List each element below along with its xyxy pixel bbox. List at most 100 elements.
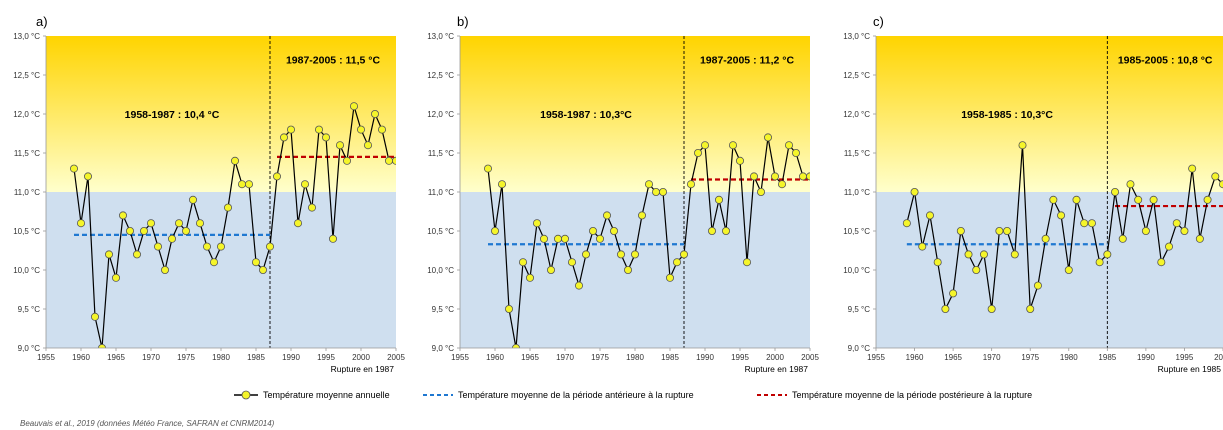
data-point xyxy=(356,125,365,134)
data-point xyxy=(209,258,218,267)
data-point xyxy=(568,258,577,267)
data-point xyxy=(119,211,128,220)
data-point xyxy=(363,141,372,150)
y-tick-label: 10,5 °C xyxy=(843,227,870,236)
data-point xyxy=(1018,141,1027,150)
data-point xyxy=(77,219,86,228)
warm-zone-background xyxy=(46,36,396,192)
data-point xyxy=(188,195,197,204)
y-tick-label: 10,5 °C xyxy=(13,227,40,236)
x-tick-label: 1965 xyxy=(944,353,962,362)
data-point xyxy=(490,226,499,235)
data-point xyxy=(1049,195,1058,204)
before-period-label: 1958-1987 : 10,3°C xyxy=(540,109,632,121)
data-point xyxy=(1165,242,1174,251)
data-point xyxy=(91,312,100,321)
data-point xyxy=(1126,180,1135,189)
data-point xyxy=(673,258,682,267)
data-point xyxy=(1149,195,1158,204)
data-point xyxy=(949,289,958,298)
x-tick-label: 1965 xyxy=(107,353,125,362)
data-point xyxy=(1157,258,1166,267)
x-tick-label: 1960 xyxy=(906,353,924,362)
data-point xyxy=(575,281,584,290)
data-point xyxy=(335,141,344,150)
data-point xyxy=(84,172,93,181)
data-point xyxy=(265,242,274,251)
data-point xyxy=(1203,195,1212,204)
data-point xyxy=(995,226,1004,235)
x-tick-label: 1980 xyxy=(626,353,644,362)
data-point xyxy=(126,226,135,235)
data-point xyxy=(202,242,211,251)
data-point xyxy=(708,226,717,235)
x-tick-label: 1990 xyxy=(282,353,300,362)
y-tick-label: 11,5 °C xyxy=(14,149,40,158)
x-tick-label: 1970 xyxy=(556,353,574,362)
data-point xyxy=(1103,250,1112,259)
x-tick-label: 1980 xyxy=(212,353,230,362)
legend-annual-marker xyxy=(241,390,251,400)
y-tick-label: 11,5 °C xyxy=(428,149,454,158)
data-point xyxy=(1188,164,1197,173)
cool-zone-background xyxy=(46,192,396,348)
data-point xyxy=(687,180,696,189)
data-point xyxy=(223,203,232,212)
y-tick-label: 13,0 °C xyxy=(843,32,870,41)
x-tick-label: 2000 xyxy=(1214,353,1223,362)
data-point xyxy=(771,172,780,181)
x-tick-label: 1975 xyxy=(591,353,609,362)
data-point xyxy=(941,304,950,313)
x-tick-label: 1960 xyxy=(486,353,504,362)
data-point xyxy=(272,172,281,181)
source-credit: Beauvais et al., 2019 (données Météo Fra… xyxy=(20,419,275,428)
x-tick-label: 1955 xyxy=(867,353,885,362)
data-point xyxy=(1211,172,1220,181)
x-tick-label: 1975 xyxy=(1021,353,1039,362)
x-tick-label: 1965 xyxy=(521,353,539,362)
y-tick-label: 10,0 °C xyxy=(843,266,870,275)
y-tick-label: 11,0 °C xyxy=(844,188,870,197)
y-tick-label: 12,5 °C xyxy=(843,71,870,80)
data-point xyxy=(582,250,591,259)
x-tick-label: 1995 xyxy=(1176,353,1194,362)
y-tick-label: 12,5 °C xyxy=(13,71,40,80)
x-tick-label: 1990 xyxy=(696,353,714,362)
plot-area xyxy=(460,36,810,348)
data-point xyxy=(750,172,759,181)
data-point xyxy=(547,265,556,274)
data-point xyxy=(307,203,316,212)
data-point xyxy=(979,250,988,259)
data-point xyxy=(70,164,79,173)
y-tick-label: 9,0 °C xyxy=(18,344,41,353)
x-tick-label: 2000 xyxy=(352,353,370,362)
data-point xyxy=(1003,226,1012,235)
data-point xyxy=(540,234,549,243)
data-point xyxy=(617,250,626,259)
rupture-label: Rupture en 1987 xyxy=(745,364,809,374)
after-period-label: 1987-2005 : 11,2 °C xyxy=(700,54,795,66)
data-point xyxy=(1118,234,1127,243)
data-point xyxy=(1134,195,1143,204)
data-point xyxy=(1041,234,1050,243)
data-point xyxy=(792,148,801,157)
data-point xyxy=(589,226,598,235)
data-point xyxy=(139,226,148,235)
data-point xyxy=(167,234,176,243)
data-point xyxy=(1095,258,1104,267)
data-point xyxy=(216,242,225,251)
data-point xyxy=(743,258,752,267)
data-point xyxy=(349,102,358,111)
data-point xyxy=(778,180,787,189)
data-point xyxy=(153,242,162,251)
data-point xyxy=(806,172,810,181)
data-point xyxy=(105,250,114,259)
chart-legend: Température moyenne annuelle Température… xyxy=(234,390,1032,400)
data-point xyxy=(230,156,239,165)
panel-letter: b) xyxy=(457,14,469,29)
warm-zone-background xyxy=(876,36,1223,192)
before-period-label: 1958-1985 : 10,3°C xyxy=(961,109,1053,121)
y-tick-label: 12,5 °C xyxy=(427,71,454,80)
data-point xyxy=(561,234,570,243)
